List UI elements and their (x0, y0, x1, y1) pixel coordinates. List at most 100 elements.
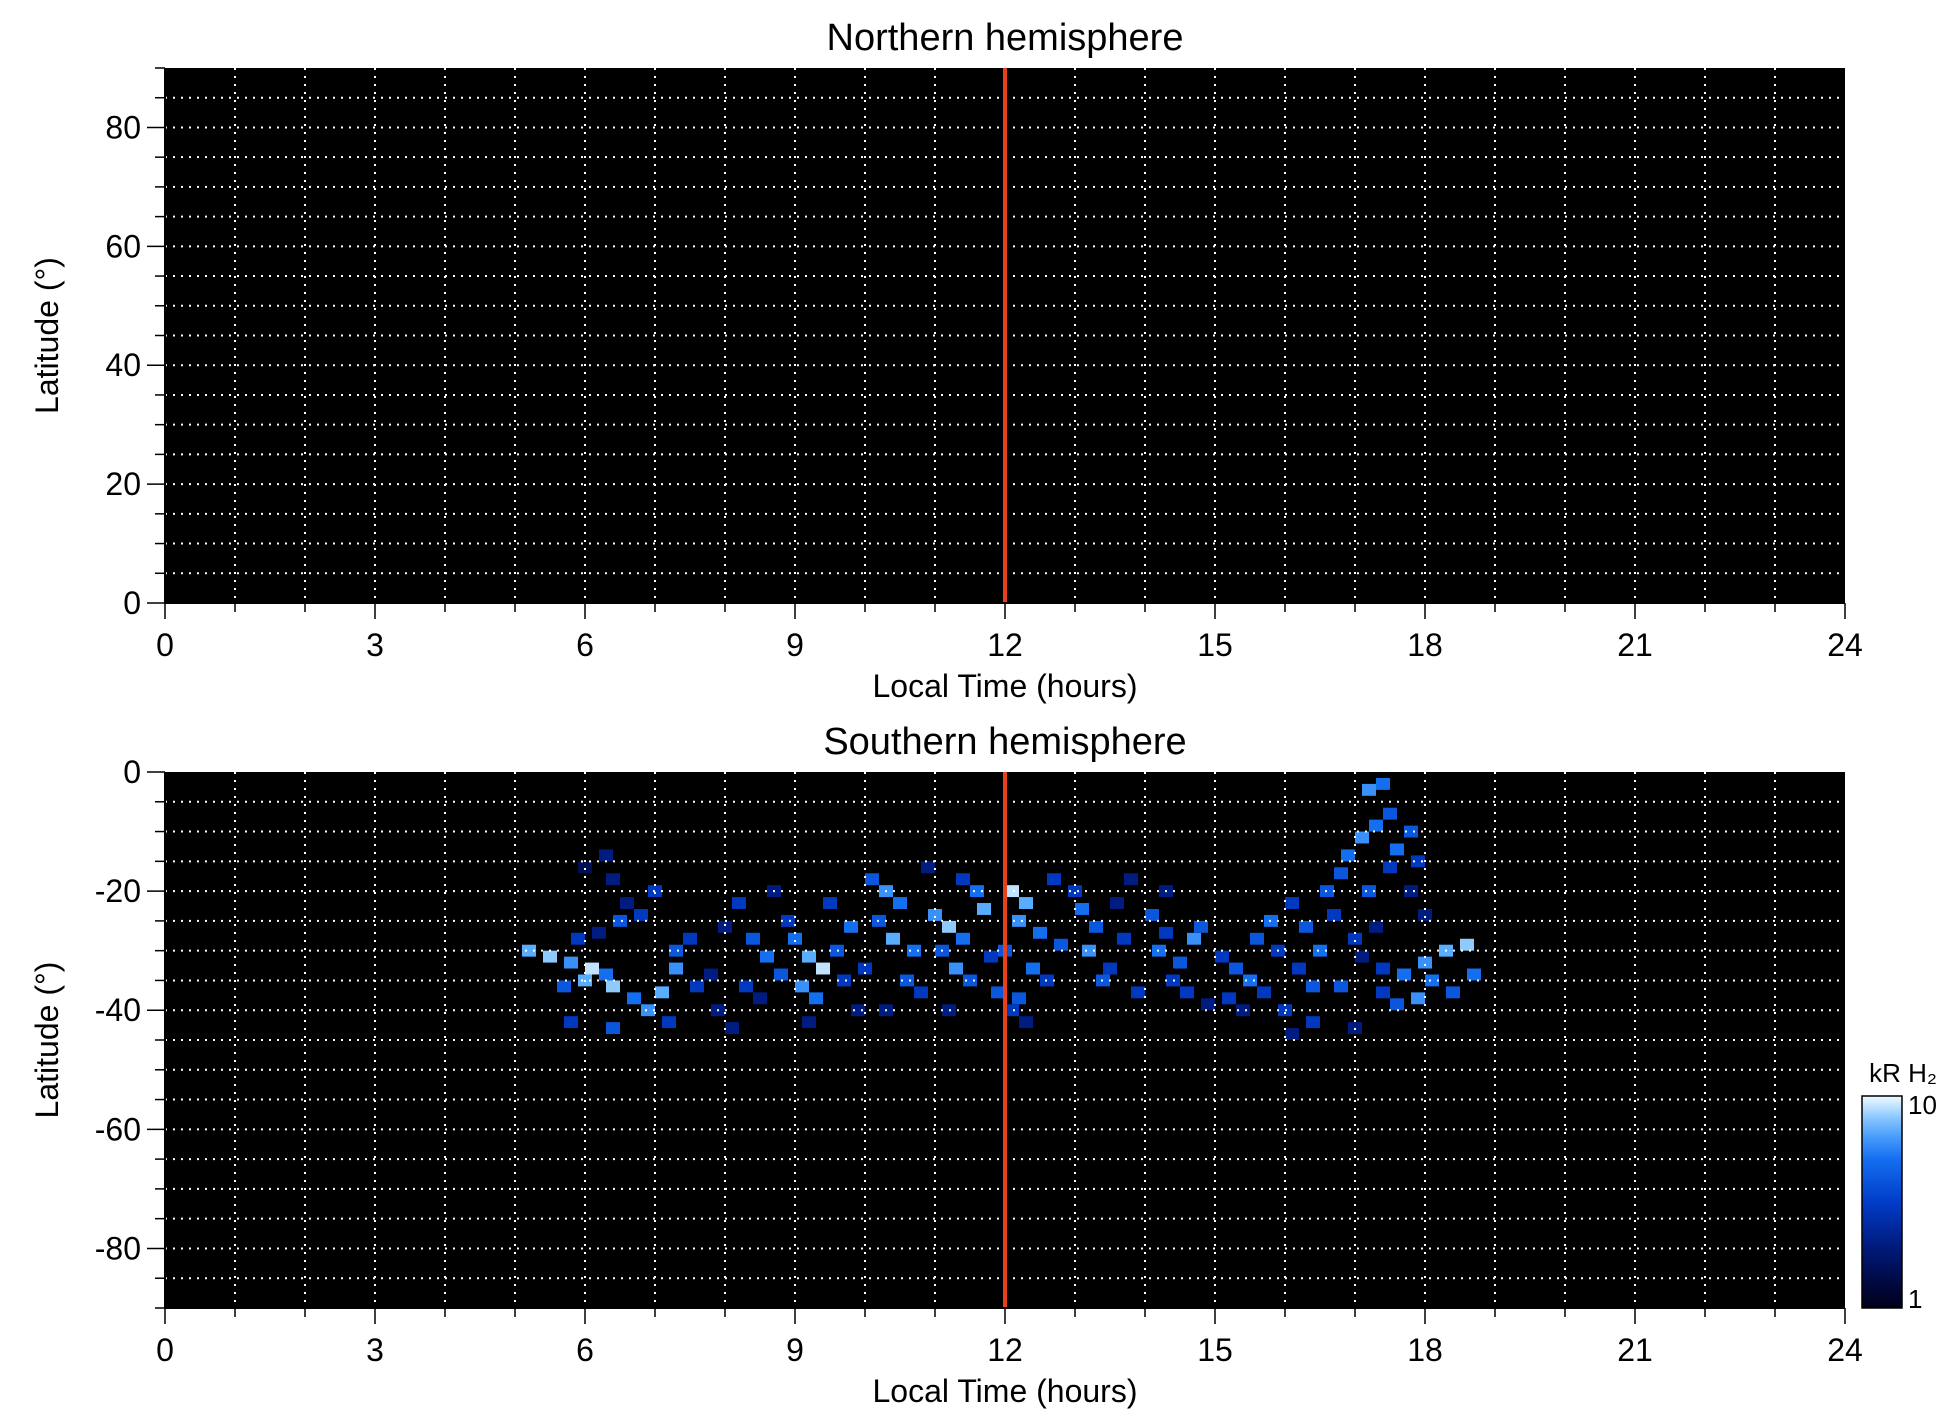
data-cell (662, 1016, 676, 1029)
data-cell (641, 1004, 655, 1017)
data-cell (1355, 950, 1369, 963)
data-cell (669, 962, 683, 975)
data-cell (543, 950, 557, 963)
data-cell (914, 986, 928, 999)
data-cell (690, 980, 704, 993)
colorbar-gradient (1861, 1095, 1903, 1309)
data-cell (781, 914, 795, 927)
y-axis-label: Latitude (°) (29, 962, 65, 1119)
data-cell (1327, 908, 1341, 921)
data-cell (788, 932, 802, 945)
data-cell (1285, 1028, 1299, 1040)
data-cell (1376, 986, 1390, 999)
colorbar-min-label: 1 (1908, 1284, 1922, 1314)
data-cell (1068, 885, 1082, 898)
data-cell (893, 897, 907, 909)
data-cell (1173, 956, 1187, 969)
data-cell (1376, 777, 1390, 790)
x-tick-label: 18 (1407, 627, 1443, 663)
data-cell (1390, 843, 1404, 856)
data-cell (760, 950, 774, 963)
x-tick-label: 6 (576, 627, 594, 663)
data-cell (1047, 873, 1061, 886)
data-cell (1131, 986, 1145, 999)
data-cell (732, 897, 746, 909)
data-cell (1313, 944, 1327, 957)
data-cell (1425, 974, 1439, 987)
data-cell (669, 944, 683, 957)
data-cell (1362, 783, 1376, 796)
data-cell (606, 1022, 620, 1035)
x-tick-label: 21 (1617, 1332, 1653, 1368)
data-cell (1446, 986, 1460, 999)
chart-title: Northern hemisphere (827, 17, 1184, 59)
data-cell (753, 992, 767, 1005)
data-cell (823, 897, 837, 909)
data-cell (1103, 962, 1117, 975)
data-cell (809, 992, 823, 1005)
data-cell (1236, 1004, 1250, 1017)
y-tick-label: -80 (95, 1230, 141, 1266)
data-cell (970, 885, 984, 898)
y-tick-label: 0 (123, 754, 141, 790)
y-tick-label: 80 (105, 109, 141, 145)
data-cell (1341, 849, 1355, 862)
data-cell (1012, 992, 1026, 1005)
data-cell (606, 980, 620, 993)
data-cell (571, 932, 585, 945)
data-cell (907, 944, 921, 957)
data-cell (774, 968, 788, 981)
data-cell (1390, 998, 1404, 1011)
data-cell (1467, 968, 1481, 981)
data-cell (991, 986, 1005, 999)
data-cell (1159, 926, 1173, 939)
data-cell (1194, 920, 1208, 933)
data-cell (1257, 986, 1271, 999)
data-cell (557, 980, 571, 993)
data-cell (837, 974, 851, 987)
data-cell (739, 980, 753, 993)
data-cell (1012, 914, 1026, 927)
data-cell (1005, 1004, 1019, 1017)
data-cell (1201, 998, 1215, 1011)
data-cell (1180, 986, 1194, 999)
data-cell (1117, 932, 1131, 945)
data-cell (585, 962, 599, 975)
data-cell (1054, 938, 1068, 951)
x-tick-label: 3 (366, 627, 384, 663)
colorbar-max-label: 10 (1908, 1090, 1937, 1120)
data-cell (1369, 920, 1383, 933)
data-cell (1124, 873, 1138, 886)
data-cell (984, 950, 998, 963)
data-cell (655, 986, 669, 999)
data-cell (928, 908, 942, 921)
data-cell (1376, 962, 1390, 975)
data-cell (634, 908, 648, 921)
data-cell (1383, 807, 1397, 820)
data-cell (627, 992, 641, 1005)
y-tick-label: -60 (95, 1111, 141, 1147)
data-cell (1292, 962, 1306, 975)
data-cell (1418, 908, 1432, 921)
data-cell (1411, 855, 1425, 868)
data-cell (956, 932, 970, 945)
data-cell (1460, 938, 1474, 951)
data-cell (900, 974, 914, 987)
y-tick-label: 0 (123, 585, 141, 621)
data-cell (564, 956, 578, 969)
data-cell (1243, 974, 1257, 987)
data-cell (592, 926, 606, 939)
data-cell (1075, 903, 1089, 915)
x-tick-label: 6 (576, 1332, 594, 1368)
x-tick-label: 0 (156, 627, 174, 663)
data-cell (1397, 968, 1411, 981)
colorbar-label: kR H₂ (1869, 1058, 1937, 1088)
data-cell (564, 1016, 578, 1029)
x-tick-label: 24 (1827, 627, 1863, 663)
x-axis-label: Local Time (hours) (873, 1373, 1138, 1409)
data-cell (599, 849, 613, 862)
data-cell (956, 873, 970, 886)
x-tick-label: 9 (786, 1332, 804, 1368)
southern-panel: 0 -20 -40 -60 -80 0 3 6 9 12 15 18 21 24 Southern hemi… (29, 721, 1863, 1409)
x-tick-label: 12 (987, 627, 1023, 663)
